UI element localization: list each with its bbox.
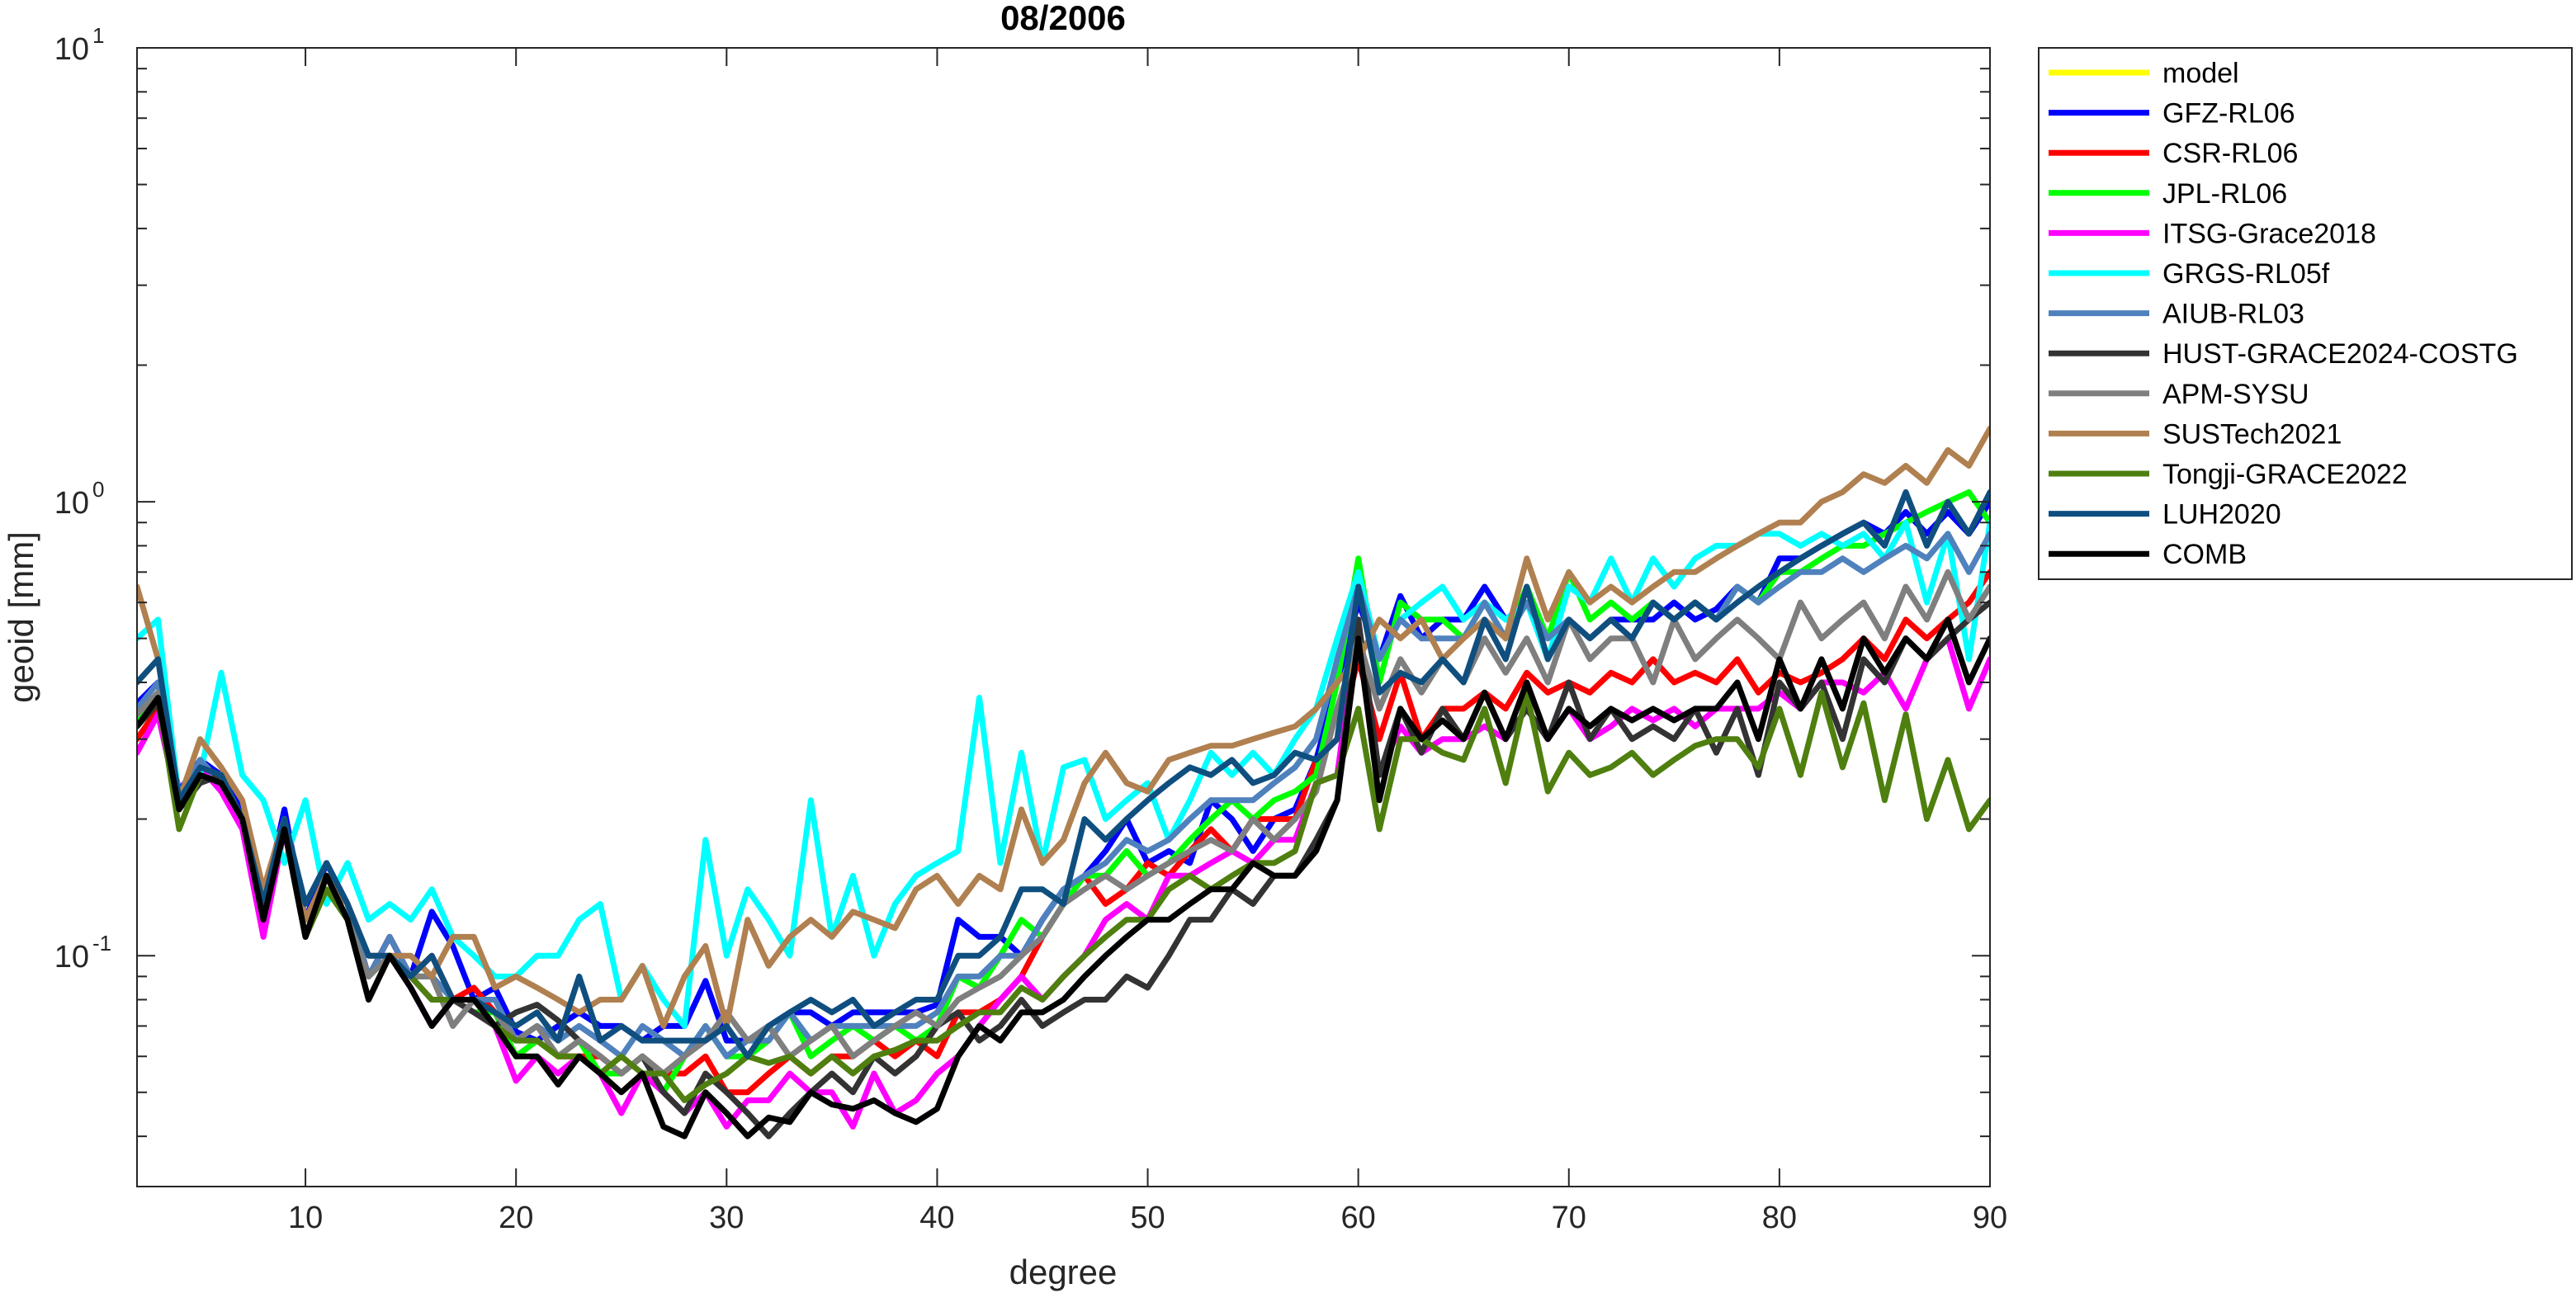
- y-tick-label-base: 10: [54, 940, 89, 974]
- legend-label-jpl-rl06: JPL-RL06: [2162, 178, 2287, 210]
- x-tick-label: 90: [1973, 1201, 2007, 1235]
- legend-label-sustech2021: SUSTech2021: [2162, 418, 2342, 450]
- x-axis-label: degree: [1009, 1253, 1118, 1291]
- legend-label-itsg-grace2018: ITSG-Grace2018: [2162, 218, 2376, 249]
- series-line-grgs-rl05f: [137, 519, 1990, 1029]
- plot-frame: [136, 47, 1991, 1187]
- x-tick-label: 70: [1552, 1201, 1586, 1235]
- legend-label-model: model: [2162, 58, 2239, 89]
- legend-label-apm-sysu: APM-SYSU: [2162, 379, 2309, 410]
- x-tick-label: 40: [919, 1201, 954, 1235]
- series-line-sustech2021: [137, 425, 1990, 1029]
- series-line-tongji-grace2022: [137, 689, 1990, 1103]
- x-tick-label: 20: [499, 1201, 533, 1235]
- x-tick-label: 80: [1762, 1201, 1797, 1235]
- legend-label-aiub-rl03: AIUB-RL03: [2162, 299, 2304, 330]
- x-tick-label: 10: [288, 1201, 323, 1235]
- y-tick-label-exponent: 0: [92, 477, 104, 502]
- legend: model GFZ-RL06 CSR-RL06 JPL-RL06 ITSG-Grace2…: [2038, 47, 2573, 580]
- legend-label-gfz-rl06: GFZ-RL06: [2162, 98, 2295, 130]
- x-tick-label: 50: [1130, 1201, 1165, 1235]
- legend-label-hust-grace2024-costg: HUST-GRACE2024-COSTG: [2162, 338, 2518, 370]
- y-axis-label: geoid [mm]: [2, 531, 40, 703]
- y-tick-label-exponent: 1: [92, 23, 104, 48]
- y-tick-label-base: 10: [54, 32, 89, 67]
- x-axis-ticks: 10 20 30 40 50 60 70 80 90: [288, 48, 2007, 1235]
- legend-label-tongji-grace2022: Tongji-GRACE2022: [2162, 459, 2408, 490]
- series-lines: [137, 425, 1990, 1140]
- legend-label-luh2020: LUH2020: [2162, 499, 2281, 531]
- series-line-luh2020: [137, 488, 1990, 1059]
- series-line-comb: [137, 616, 1990, 1140]
- x-tick-label: 30: [709, 1201, 744, 1235]
- y-tick-label-exponent: -1: [92, 931, 111, 956]
- y-tick-label-base: 10: [54, 486, 89, 521]
- legend-label-grgs-rl05f: GRGS-RL05f: [2162, 258, 2330, 290]
- legend-label-csr-rl06: CSR-RL06: [2162, 138, 2298, 169]
- chart-title: 08/2006: [1000, 0, 1126, 37]
- legend-label-comb: COMB: [2162, 539, 2247, 570]
- x-tick-label: 60: [1341, 1201, 1376, 1235]
